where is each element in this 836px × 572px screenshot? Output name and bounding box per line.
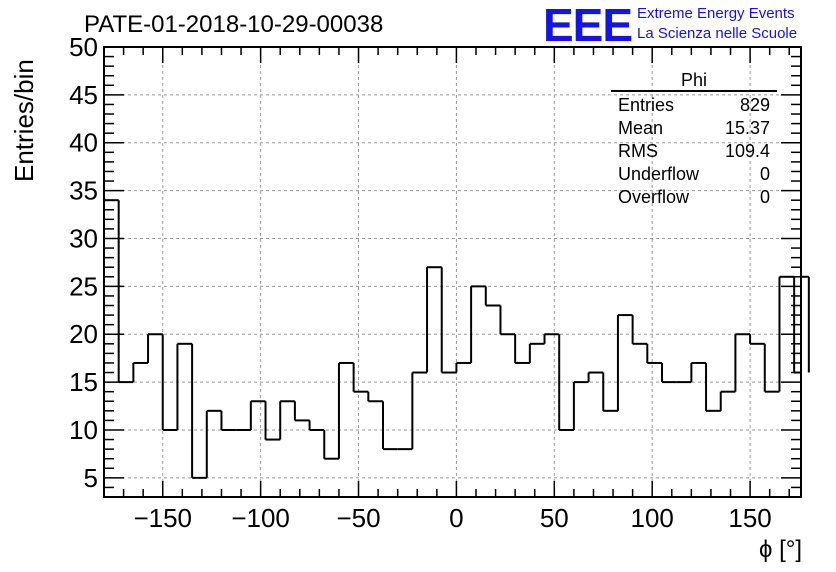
y-tick-label: 25: [69, 271, 98, 301]
histogram-bin: [352, 362, 369, 393]
histogram-bin: [484, 286, 501, 307]
histogram-bin: [660, 362, 677, 384]
histogram-bin: [631, 315, 648, 345]
histogram-bin: [690, 361, 707, 383]
histogram-bars: [104, 199, 810, 479]
plot-frame: [103, 46, 802, 498]
histogram-bin: [587, 371, 604, 383]
stats-row-mean: Mean 15.37: [611, 117, 777, 140]
y-tick-label: 20: [69, 319, 98, 349]
histogram-bin: [705, 362, 721, 412]
histogram-bin: [279, 400, 295, 440]
histogram-bin: [220, 410, 237, 431]
axis-layer: 5 10 15 20 25 30 35 40 45 50 −150 −100 −50 0 50 100 150: [69, 32, 802, 533]
histogram-bin: [470, 285, 486, 363]
x-tick-label: 100: [631, 503, 674, 533]
histogram-bin: [323, 429, 339, 460]
histogram-bin: [191, 343, 207, 479]
y-tick-label: 15: [69, 367, 98, 397]
y-tick-label: 5: [84, 463, 98, 493]
histogram-bin: [602, 372, 618, 412]
x-tick-label: −50: [336, 503, 380, 533]
histogram-bin: [293, 401, 310, 422]
histogram-bin: [646, 343, 662, 364]
y-tick-label: 30: [69, 223, 98, 253]
x-tick-label: 50: [540, 503, 569, 533]
histogram-bin: [337, 361, 354, 459]
y-tick-label: 35: [69, 176, 98, 206]
histogram-bin: [719, 390, 736, 411]
stats-box: Phi Entries 829 Mean 15.37 RMS 109.4 Und…: [611, 70, 777, 209]
histogram-bin: [176, 342, 193, 430]
stats-row-entries: Entries 829: [611, 94, 777, 117]
stats-row-rms: RMS 109.4: [611, 140, 777, 163]
stats-value: 0: [759, 164, 770, 184]
histogram-bin: [499, 305, 516, 336]
stats-label: Underflow: [618, 164, 700, 184]
histogram-bin: [455, 361, 472, 373]
histogram-bin: [381, 401, 398, 451]
x-tick-label: −150: [133, 503, 192, 533]
histogram-bin: [132, 361, 149, 383]
stats-label: RMS: [618, 141, 658, 161]
histogram-bin: [801, 275, 810, 373]
histogram-bin: [264, 401, 281, 441]
y-axis-label: Entries/bin: [9, 59, 39, 182]
histogram-bin: [147, 333, 163, 363]
histogram-bin: [161, 334, 178, 431]
histogram-bin: [117, 200, 134, 384]
stats-row-overflow: Overflow 0: [611, 186, 777, 209]
histogram-bin: [749, 334, 765, 345]
y-tick-label: 45: [69, 80, 98, 110]
histogram-bin: [572, 381, 589, 430]
brand-line-1: Extreme Energy Events: [637, 5, 795, 22]
stats-title: Phi: [611, 70, 777, 92]
x-tick-label: 0: [449, 503, 463, 533]
histogram-bin: [514, 334, 530, 364]
stats-label: Mean: [618, 118, 664, 138]
histogram-bin: [543, 333, 560, 344]
y-tick-label: 10: [69, 415, 98, 445]
stats-label: Overflow: [618, 187, 690, 207]
plot-title: PATE-01-2018-10-29-00038: [84, 11, 384, 38]
x-tick-label: 150: [728, 503, 771, 533]
histogram-bin: [426, 266, 442, 373]
histogram-bin: [367, 391, 383, 403]
histogram-bin: [558, 334, 574, 431]
histogram-bin: [763, 343, 780, 393]
y-tick-label: 40: [69, 128, 98, 158]
brand-line-2: La Scienza nelle Scuole: [637, 25, 798, 42]
x-axis-label: ϕ [°]: [758, 536, 802, 563]
stats-label: Entries: [618, 95, 675, 115]
stats-value: 829: [739, 95, 770, 115]
stats-value: 109.4: [724, 141, 770, 161]
y-tick-label: 50: [69, 32, 98, 62]
x-tick-label: −100: [231, 503, 290, 533]
stats-row-underflow: Underflow 0: [611, 163, 777, 186]
stats-value: 15.37: [724, 118, 770, 138]
stats-value: 0: [759, 187, 770, 207]
histogram-bin: [616, 314, 633, 411]
eee-logo: EEE: [543, 0, 633, 51]
histogram-bin: [308, 420, 325, 431]
histogram-bin: [528, 342, 545, 363]
histogram-bin: [440, 267, 457, 374]
histogram-bin: [205, 409, 222, 478]
histogram-bin: [411, 371, 428, 450]
histogram-bin: [249, 400, 266, 430]
histogram-bin: [734, 333, 751, 392]
